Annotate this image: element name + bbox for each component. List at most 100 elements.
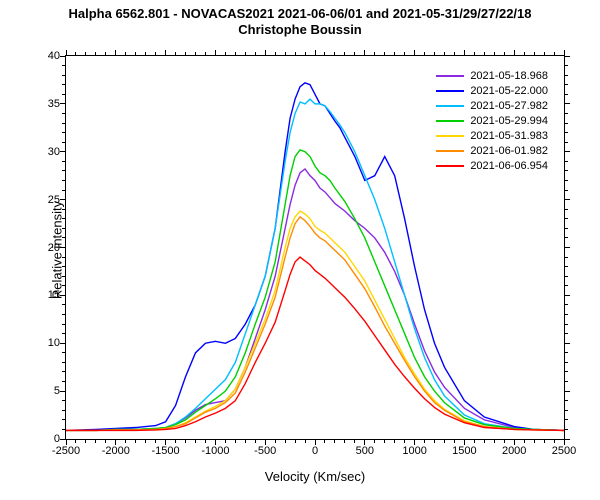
x-minor-tick [484, 440, 485, 443]
x-tick-label: -1000 [201, 445, 229, 457]
legend-row: 2021-05-31.983 [436, 128, 548, 143]
x-minor-tick [494, 440, 495, 443]
y-major-tick [565, 199, 570, 200]
x-minor-tick [135, 440, 136, 443]
legend-row: 2021-05-22.000 [436, 83, 548, 98]
y-minor-tick [565, 75, 568, 76]
legend-label: 2021-06-01.982 [470, 145, 548, 157]
y-tick-label: 20 [20, 242, 60, 254]
legend-row: 2021-05-27.982 [436, 98, 548, 113]
y-major-tick [565, 56, 570, 57]
x-minor-tick [295, 440, 296, 443]
y-minor-tick [565, 285, 568, 286]
x-tick-label: -2000 [102, 445, 130, 457]
x-tick-label: 2500 [552, 445, 576, 457]
y-minor-tick [565, 209, 568, 210]
x-minor-tick [384, 440, 385, 443]
x-minor-tick [334, 440, 335, 443]
y-major-tick [565, 295, 570, 296]
y-minor-tick [565, 400, 568, 401]
x-minor-tick [185, 440, 186, 443]
y-major-tick [565, 343, 570, 344]
y-tick-label: 5 [20, 385, 60, 397]
x-minor-tick [324, 440, 325, 443]
x-minor-tick [524, 440, 525, 443]
x-minor-tick [444, 440, 445, 443]
y-major-tick [565, 247, 570, 248]
x-minor-tick [305, 440, 306, 443]
y-minor-tick [565, 257, 568, 258]
x-tick-label: -500 [254, 445, 276, 457]
y-minor-tick [565, 371, 568, 372]
y-minor-tick [565, 362, 568, 363]
x-minor-tick [285, 440, 286, 443]
y-minor-tick [565, 429, 568, 430]
y-minor-tick [565, 352, 568, 353]
x-tick-label: 1000 [402, 445, 426, 457]
title-line-2: Christophe Boussin [0, 22, 600, 38]
legend-swatch [436, 135, 464, 137]
x-minor-tick [175, 440, 176, 443]
y-minor-tick [565, 276, 568, 277]
x-tick-label: 2000 [502, 445, 526, 457]
y-tick-label: 25 [20, 194, 60, 206]
y-minor-tick [565, 113, 568, 114]
x-minor-tick [454, 440, 455, 443]
y-tick-label: 30 [20, 146, 60, 158]
legend-label: 2021-05-22.000 [470, 85, 548, 97]
y-major-tick [565, 439, 570, 440]
legend-swatch [436, 150, 464, 152]
y-minor-tick [565, 123, 568, 124]
y-major-tick [565, 151, 570, 152]
legend-swatch [436, 165, 464, 167]
x-minor-tick [205, 440, 206, 443]
legend-swatch [436, 90, 464, 92]
y-tick-label: 15 [20, 289, 60, 301]
y-major-tick [565, 103, 570, 104]
legend-swatch [436, 75, 464, 77]
x-minor-tick [85, 440, 86, 443]
legend-row: 2021-05-29.994 [436, 113, 548, 128]
y-minor-tick [565, 218, 568, 219]
legend-label: 2021-06-06.954 [470, 160, 548, 172]
legend-label: 2021-05-27.982 [470, 100, 548, 112]
x-minor-tick [195, 440, 196, 443]
x-axis-label: Velocity (Km/sec) [65, 469, 565, 484]
series-line [66, 150, 564, 431]
y-tick-label: 35 [20, 98, 60, 110]
y-minor-tick [565, 228, 568, 229]
x-minor-tick [344, 440, 345, 443]
x-minor-tick [434, 440, 435, 443]
x-minor-tick [245, 440, 246, 443]
legend-label: 2021-05-29.994 [470, 115, 548, 127]
y-minor-tick [565, 132, 568, 133]
x-minor-tick [354, 440, 355, 443]
x-minor-tick [225, 440, 226, 443]
series-line [66, 169, 564, 430]
y-minor-tick [565, 419, 568, 420]
legend-swatch [436, 105, 464, 107]
x-minor-tick [125, 440, 126, 443]
x-minor-tick [394, 440, 395, 443]
x-minor-tick [255, 440, 256, 443]
y-minor-tick [565, 170, 568, 171]
spectral-chart: Halpha 6562.801 - NOVACAS2021 2021-06-06… [0, 0, 600, 500]
x-minor-tick [554, 440, 555, 443]
y-tick-label: 0 [20, 433, 60, 445]
legend-label: 2021-05-31.983 [470, 130, 548, 142]
plot-area: 2021-05-18.9682021-05-22.0002021-05-27.9… [65, 55, 565, 440]
y-minor-tick [565, 84, 568, 85]
legend: 2021-05-18.9682021-05-22.0002021-05-27.9… [432, 66, 552, 175]
chart-title: Halpha 6562.801 - NOVACAS2021 2021-06-06… [0, 6, 600, 39]
x-tick-label: 0 [312, 445, 318, 457]
x-minor-tick [424, 440, 425, 443]
y-tick-label: 10 [20, 337, 60, 349]
legend-row: 2021-06-06.954 [436, 158, 548, 173]
x-tick-label: -1500 [152, 445, 180, 457]
y-minor-tick [565, 333, 568, 334]
y-minor-tick [565, 324, 568, 325]
x-minor-tick [145, 440, 146, 443]
y-minor-tick [565, 65, 568, 66]
y-minor-tick [565, 190, 568, 191]
x-tick-label: -2500 [52, 445, 80, 457]
